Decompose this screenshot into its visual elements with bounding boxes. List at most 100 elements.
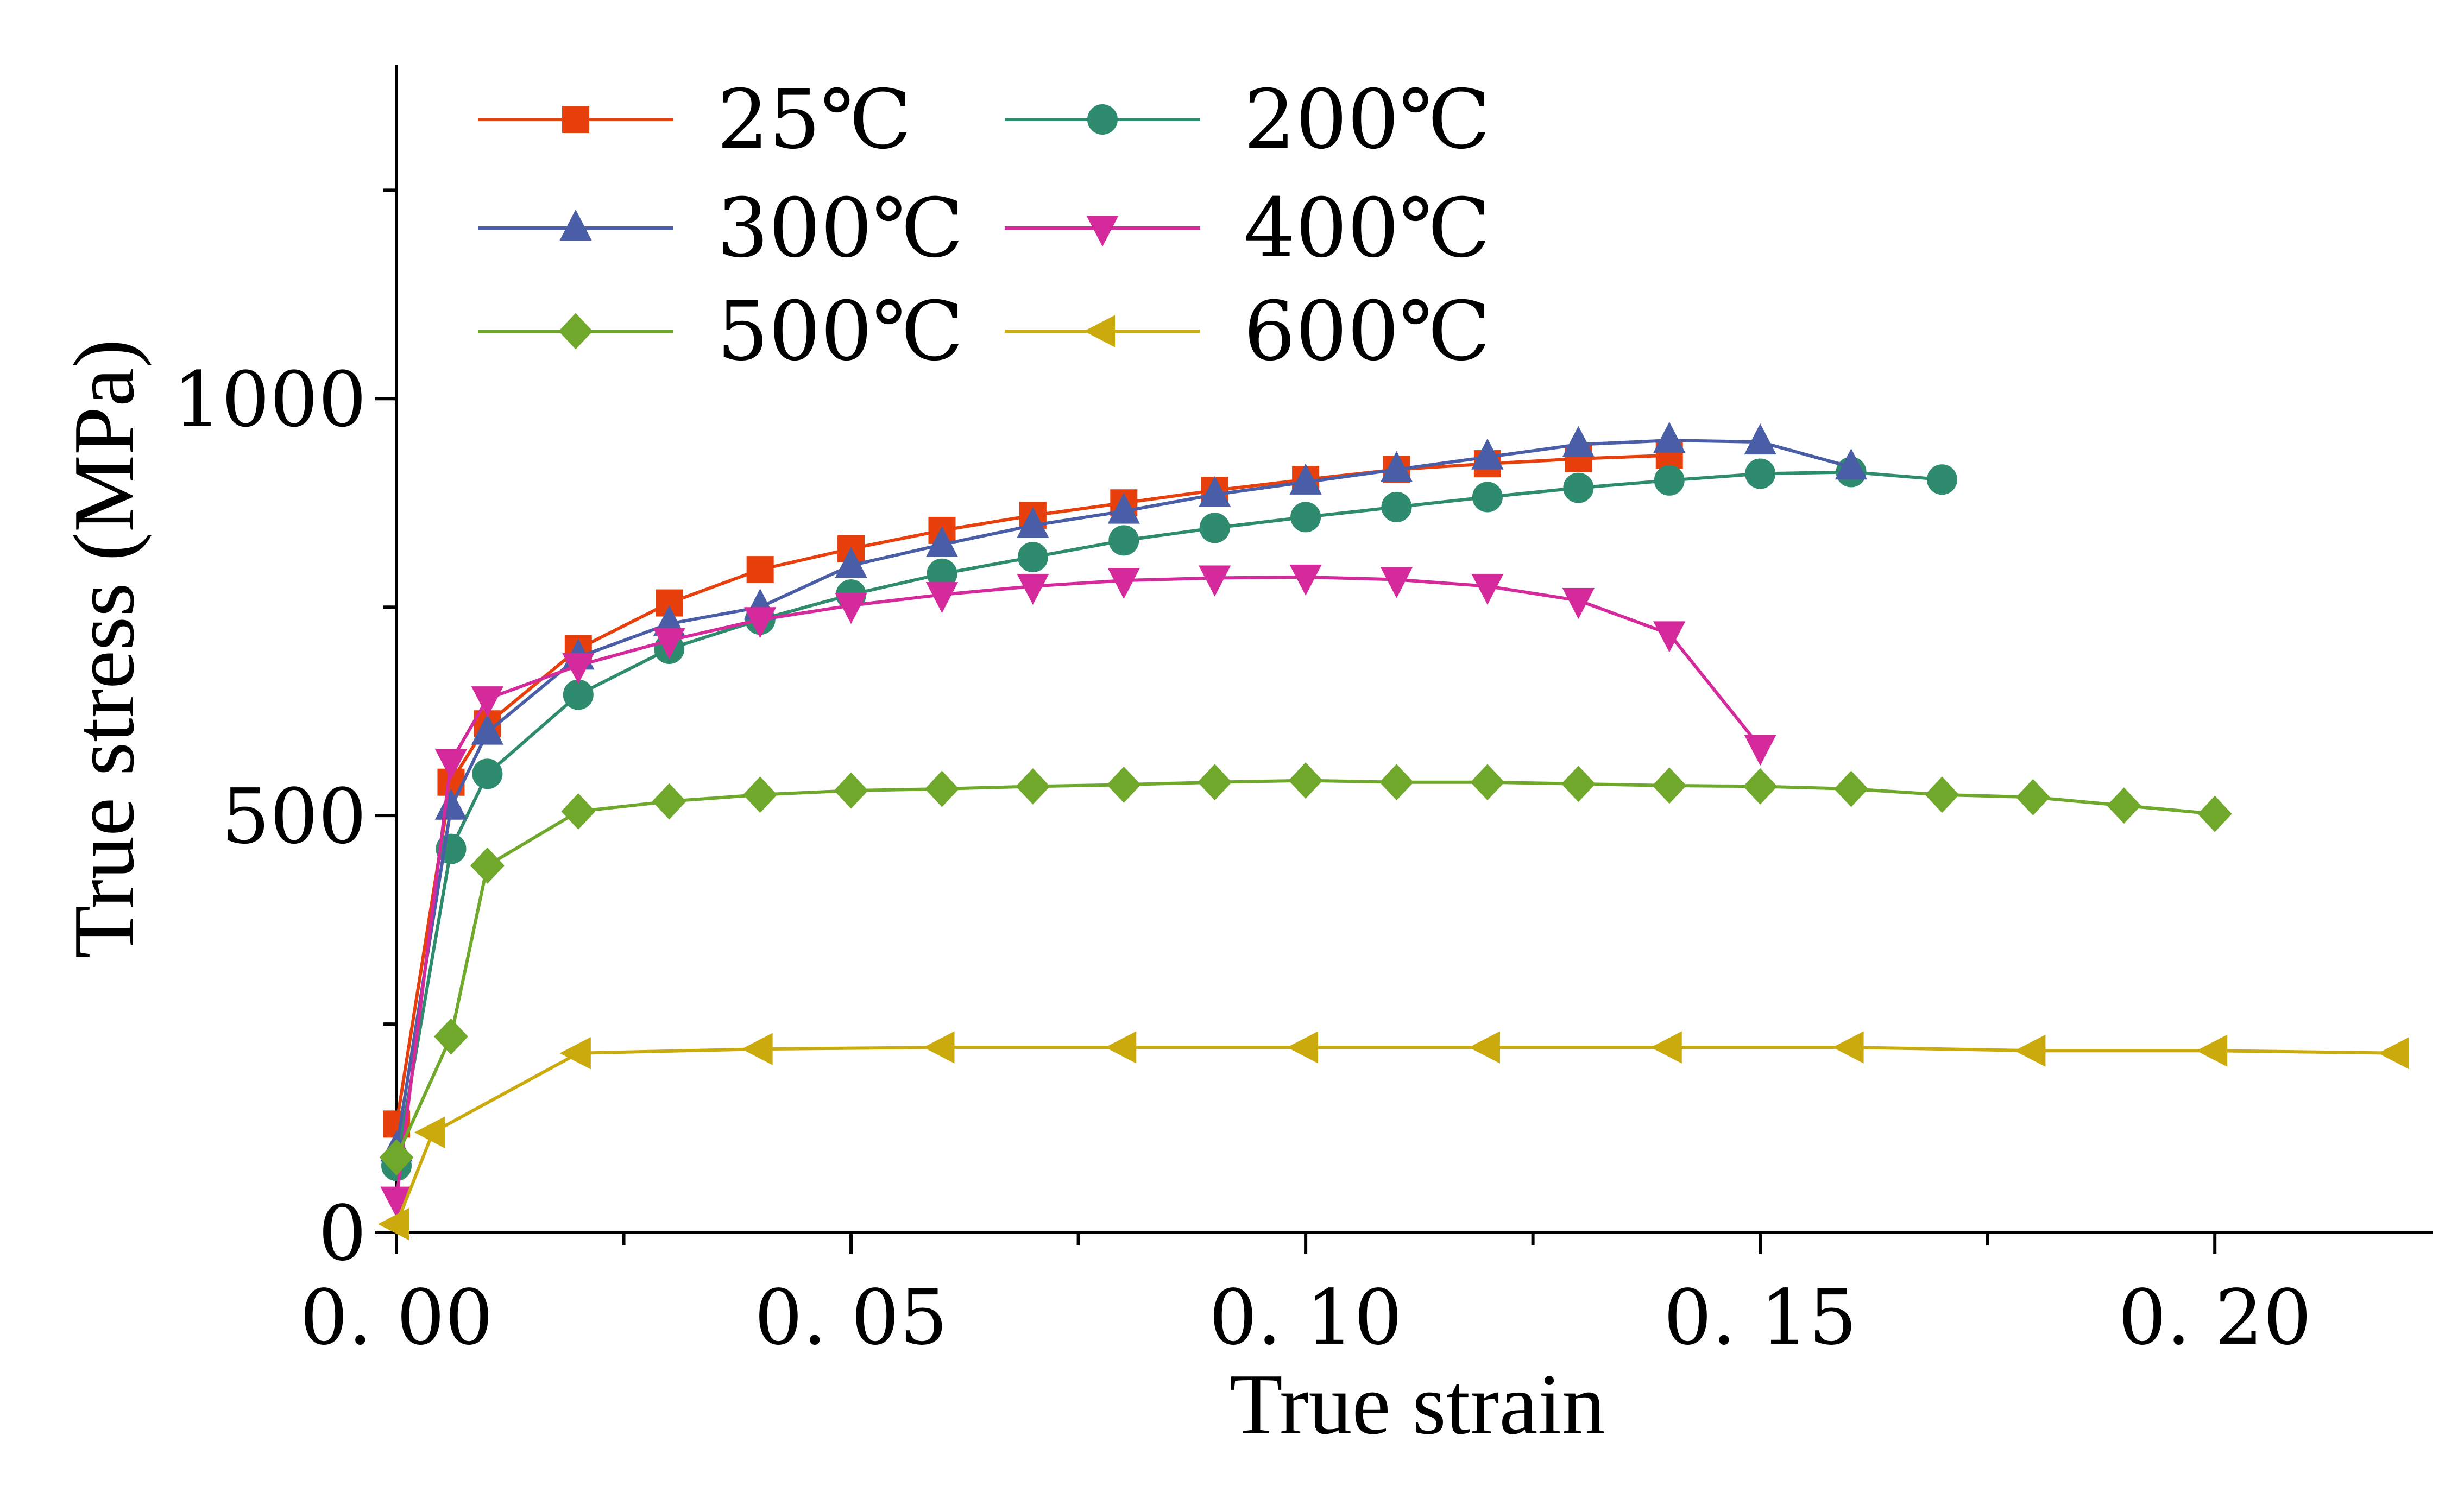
data-point-marker bbox=[2197, 795, 2232, 832]
data-point-marker bbox=[1380, 567, 1413, 598]
data-point-marker bbox=[834, 772, 868, 809]
legend-item: 200℃ bbox=[1005, 73, 1490, 167]
data-point-marker bbox=[1199, 513, 1230, 543]
data-point-marker bbox=[1652, 767, 1687, 804]
legend-label: 200℃ bbox=[1244, 73, 1490, 167]
data-point-marker bbox=[1379, 764, 1414, 801]
data-point-marker bbox=[746, 556, 774, 584]
data-point-marker bbox=[923, 1031, 955, 1064]
data-point-marker bbox=[925, 582, 959, 614]
legend-item: 25℃ bbox=[478, 73, 912, 167]
x-tick-label: 0. 15 bbox=[1663, 1274, 1857, 1362]
data-point-marker bbox=[1107, 568, 1140, 599]
series-400C bbox=[380, 564, 1776, 1218]
legend-marker bbox=[1083, 315, 1115, 347]
data-point-marker bbox=[563, 679, 594, 710]
data-point-marker bbox=[1108, 525, 1139, 556]
legend-label: 600℃ bbox=[1244, 284, 1490, 379]
data-point-marker bbox=[1650, 1031, 1682, 1064]
legend-marker bbox=[559, 209, 592, 241]
data-point-marker bbox=[1834, 770, 1868, 807]
data-point-marker bbox=[652, 783, 686, 820]
data-point-marker bbox=[1745, 458, 1776, 489]
legend-item: 400℃ bbox=[1005, 181, 1490, 276]
data-point-marker bbox=[1835, 448, 1868, 480]
data-point-marker bbox=[1925, 776, 1959, 813]
ticks-layer: 0. 00 0. 05 0. 10 0. 15 0. 20 0 500 1000 bbox=[173, 188, 2311, 1362]
data-point-marker bbox=[835, 593, 867, 624]
series-500C bbox=[379, 762, 2232, 1176]
y-tick-label: 0 bbox=[318, 1190, 367, 1278]
data-point-marker bbox=[1472, 482, 1503, 513]
data-point-marker bbox=[1562, 587, 1595, 619]
data-point-marker bbox=[2014, 1034, 2046, 1067]
data-point-marker bbox=[835, 547, 867, 578]
legend-marker bbox=[558, 313, 593, 350]
data-point-marker bbox=[1561, 766, 1596, 802]
data-point-marker bbox=[561, 793, 596, 830]
series-line bbox=[395, 453, 1669, 1124]
data-point-marker bbox=[471, 686, 504, 718]
data-point-marker bbox=[1017, 573, 1049, 605]
y-tick-label: 500 bbox=[222, 773, 367, 861]
x-tick-label: 0. 20 bbox=[2118, 1274, 2311, 1362]
series-200C bbox=[381, 457, 1957, 1181]
legend-label: 300℃ bbox=[717, 181, 963, 276]
data-point-marker bbox=[743, 776, 778, 813]
data-point-marker bbox=[562, 653, 595, 684]
data-point-marker bbox=[1654, 465, 1685, 496]
legend-label: 400℃ bbox=[1244, 181, 1490, 276]
data-point-marker bbox=[1562, 426, 1595, 457]
data-point-marker bbox=[1380, 451, 1413, 482]
data-point-marker bbox=[559, 1037, 591, 1070]
data-point-marker bbox=[414, 1116, 445, 1149]
series-line bbox=[395, 779, 2215, 1159]
data-point-marker bbox=[470, 847, 505, 884]
data-point-marker bbox=[1563, 472, 1594, 503]
series-line bbox=[395, 470, 1943, 1166]
data-point-marker bbox=[1469, 1031, 1500, 1064]
data-point-marker bbox=[1106, 766, 1141, 803]
data-point-marker bbox=[1287, 1031, 1319, 1064]
axes-group bbox=[395, 65, 2433, 1234]
y-tick-label: 1000 bbox=[173, 356, 367, 444]
data-point-marker bbox=[925, 770, 959, 807]
data-point-marker bbox=[743, 607, 777, 638]
x-tick-label: 0. 00 bbox=[300, 1274, 493, 1362]
data-point-marker bbox=[434, 1018, 468, 1055]
data-point-marker bbox=[1107, 492, 1140, 524]
data-point-marker bbox=[1744, 423, 1776, 455]
legend-label: 25℃ bbox=[717, 73, 912, 167]
data-point-marker bbox=[1743, 768, 1778, 805]
series-600C bbox=[377, 1031, 2410, 1241]
data-point-marker bbox=[1016, 768, 1050, 805]
data-point-marker bbox=[1017, 542, 1048, 573]
data-point-marker bbox=[1199, 476, 1231, 507]
data-point-marker bbox=[379, 1139, 414, 1176]
series-line bbox=[395, 1046, 2397, 1225]
data-point-marker bbox=[1471, 438, 1504, 470]
legend-item: 600℃ bbox=[1005, 284, 1490, 379]
legend-marker bbox=[562, 106, 589, 133]
data-point-marker bbox=[1288, 762, 1323, 799]
y-axis-title: True stress (MPa) bbox=[55, 339, 152, 959]
data-point-marker bbox=[1653, 621, 1686, 653]
data-point-marker bbox=[1381, 491, 1412, 522]
data-point-marker bbox=[2196, 1034, 2228, 1067]
data-point-marker bbox=[925, 526, 959, 558]
legend-item: 300℃ bbox=[478, 181, 963, 276]
x-tick-label: 0. 10 bbox=[1209, 1274, 1402, 1362]
data-point-marker bbox=[1471, 573, 1504, 605]
data-point-marker bbox=[2378, 1037, 2410, 1070]
data-point-marker bbox=[1289, 564, 1322, 596]
data-point-marker bbox=[2107, 787, 2141, 824]
data-point-marker bbox=[741, 1033, 773, 1065]
legend-marker bbox=[1086, 216, 1119, 247]
data-point-marker bbox=[434, 749, 468, 780]
data-point-marker bbox=[471, 713, 504, 745]
data-point-marker bbox=[1198, 764, 1232, 801]
data-point-marker bbox=[2016, 779, 2050, 815]
series-line bbox=[395, 575, 1762, 1199]
data-point-marker bbox=[1832, 1031, 1864, 1064]
